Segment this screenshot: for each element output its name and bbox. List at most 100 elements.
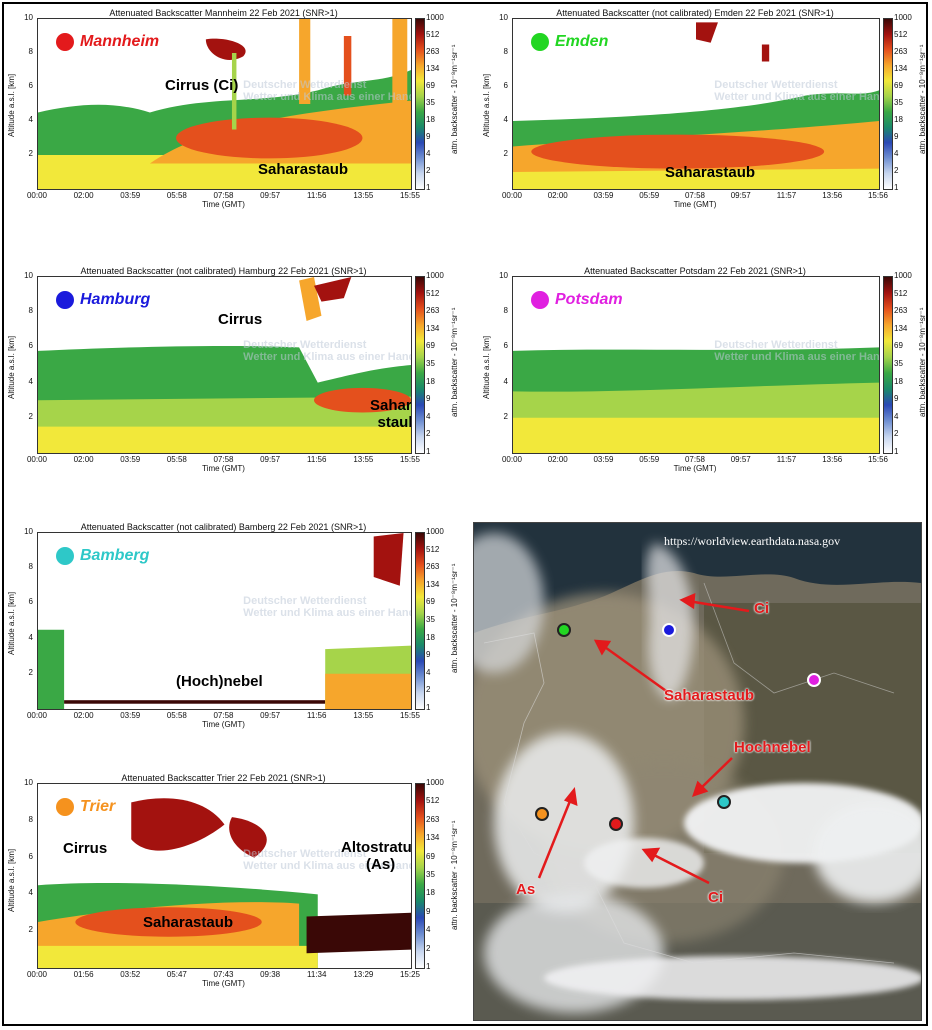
marker-hamburg — [662, 623, 676, 637]
y-tick-label: 4 — [28, 632, 33, 642]
x-tick-label: 00:00 — [501, 191, 523, 200]
heatmap-plot-area: Deutscher Wetterdienst Wetter und Klima a… — [512, 276, 880, 454]
colorbar-tick-label: 263 — [426, 562, 440, 572]
station-dot-icon — [531, 33, 549, 51]
y-tick-label: 2 — [28, 667, 33, 677]
x-tick-label: 02:00 — [73, 711, 94, 720]
x-tick-label: 03:59 — [120, 711, 141, 720]
colorbar-tick-label: 18 — [426, 632, 435, 642]
x-tick-label: 11:57 — [776, 191, 797, 200]
x-tick-label: 02:00 — [547, 191, 568, 200]
x-tick-label: 07:58 — [684, 455, 706, 464]
station-name: Emden — [555, 33, 609, 50]
y-axis-label: Altitude a.s.l. [km] — [482, 336, 491, 400]
colorbar-tick-label: 35 — [426, 359, 435, 368]
annotation-text: Sahara- — [370, 397, 412, 414]
dwd-watermark: Deutscher Wetterdienst Wetter und Klima a… — [243, 338, 411, 363]
colorbar-label: attn. backscatter - 10⁻⁸m⁻¹sr⁻¹ — [450, 820, 459, 931]
colorbar-tick-label: 263 — [426, 306, 440, 316]
backscatter-field — [38, 19, 411, 189]
x-tick-label: 07:43 — [213, 970, 234, 979]
colorbar-tick-label: 134 — [426, 579, 440, 589]
y-tick-label: 4 — [503, 376, 508, 386]
y-tick-label: 6 — [28, 597, 33, 607]
x-tick-label: 09:57 — [730, 191, 751, 200]
map-url[interactable]: https://worldview.earthdata.nasa.gov — [664, 534, 841, 548]
colorbar — [415, 18, 425, 190]
x-tick-label: 05:47 — [166, 970, 187, 979]
panel-title: Attenuated Backscatter Potsdam 22 Feb 20… — [584, 266, 806, 276]
annotation-0: Cirrus — [63, 840, 107, 857]
station-label: Potsdam — [531, 291, 623, 309]
x-tick-label: 15:56 — [867, 455, 889, 464]
y-tick-label: 2 — [503, 149, 508, 158]
x-tick-label: 09:57 — [260, 191, 281, 200]
colorbar-label: attn. backscatter - 10⁻⁸m⁻¹sr⁻¹ — [918, 44, 927, 154]
colorbar-tick-label: 69 — [426, 341, 435, 351]
x-tick-label: 15:55 — [399, 191, 421, 200]
y-tick-label: 4 — [28, 376, 33, 386]
y-tick-label: 2 — [28, 925, 33, 935]
y-tick-label: 4 — [28, 888, 33, 898]
colorbar-tick-label: 69 — [426, 851, 435, 861]
colorbar-tick-label: 9 — [426, 650, 431, 660]
y-tick-label: 8 — [28, 306, 33, 316]
watermark-line1: Deutscher Wetterdienst — [243, 338, 367, 351]
x-tick-label: 15:55 — [399, 455, 421, 464]
marker-potsdam — [807, 673, 821, 687]
colorbar-tick-label: 134 — [426, 323, 440, 333]
x-tick-label: 13:29 — [353, 970, 374, 979]
annotation-0: (Hoch)nebel — [176, 673, 263, 690]
colorbar-tick-label: 9 — [426, 906, 431, 916]
lidar-panel-emden: Attenuated Backscatter (not calibrated) … — [480, 8, 932, 246]
x-tick-label: 11:56 — [307, 455, 327, 464]
colorbar-label: attn. backscatter - 10⁻⁸m⁻¹sr⁻¹ — [450, 307, 459, 417]
y-tick-label: 6 — [503, 81, 508, 90]
colorbar-tick-label: 2 — [894, 166, 899, 175]
colorbar-tick-label: 2 — [426, 429, 431, 439]
x-axis-label: Time (GMT) — [202, 200, 245, 209]
colorbar-tick-label: 1000 — [894, 271, 912, 280]
x-tick-label: 00:00 — [26, 711, 48, 720]
y-tick-label: 2 — [28, 149, 33, 158]
dwd-watermark: Deutscher Wetterdienst Wetter und Klima a… — [243, 848, 412, 873]
colorbar-tick-label: 2 — [426, 943, 431, 953]
heatmap-plot-area: Deutscher Wetterdienst Wetter und Klima a… — [512, 18, 880, 190]
colorbar-tick-label: 4 — [426, 411, 431, 421]
station-label: Mannheim — [56, 33, 159, 51]
colorbar-tick-label: 35 — [426, 615, 435, 624]
colorbar-tick-label: 1 — [426, 447, 431, 456]
x-tick-label: 15:55 — [399, 711, 421, 720]
colorbar-tick-label: 35 — [894, 359, 903, 368]
x-tick-label: 07:58 — [213, 191, 234, 200]
y-axis-label: Altitude a.s.l. [km] — [7, 592, 16, 656]
colorbar-tick-label: 1 — [426, 183, 431, 192]
colorbar-tick-label: 9 — [426, 132, 431, 141]
watermark-line2: Wetter und Klima aus einer Hand — [243, 860, 412, 873]
backscatter-field — [38, 784, 411, 968]
dwd-watermark: Deutscher Wetterdienst Wetter und Klima a… — [714, 79, 879, 103]
y-tick-label: 6 — [28, 341, 33, 351]
x-axis-label: Time (GMT) — [202, 720, 245, 729]
y-tick-label: 6 — [28, 81, 33, 90]
y-tick-label: 2 — [503, 411, 508, 421]
y-tick-label: 10 — [24, 778, 33, 787]
annotation-0: Cirrus (Ci) — [165, 77, 238, 94]
colorbar-tick-label: 512 — [426, 30, 440, 39]
colorbar-tick-label: 512 — [426, 544, 440, 554]
colorbar-tick-label: 263 — [426, 814, 440, 824]
marker-emden — [557, 623, 571, 637]
panel-title: Attenuated Backscatter (not calibrated) … — [80, 266, 367, 276]
colorbar-tick-label: 9 — [894, 394, 899, 404]
annotation-2: Altostratus(As) — [341, 839, 412, 873]
x-tick-label: 07:58 — [684, 191, 706, 200]
x-tick-label: 02:00 — [73, 455, 94, 464]
annotation-text: Altostratus — [341, 839, 412, 856]
y-tick-label: 4 — [503, 115, 508, 124]
heatmap-plot-area: Deutscher Wetterdienst Wetter und Klima a… — [37, 532, 412, 710]
colorbar-tick-label: 1000 — [894, 13, 912, 22]
colorbar-tick-label: 1 — [894, 447, 899, 456]
marker-bamberg — [717, 795, 731, 809]
colorbar-tick-label: 18 — [894, 115, 903, 124]
x-tick-label: 02:00 — [73, 191, 94, 200]
